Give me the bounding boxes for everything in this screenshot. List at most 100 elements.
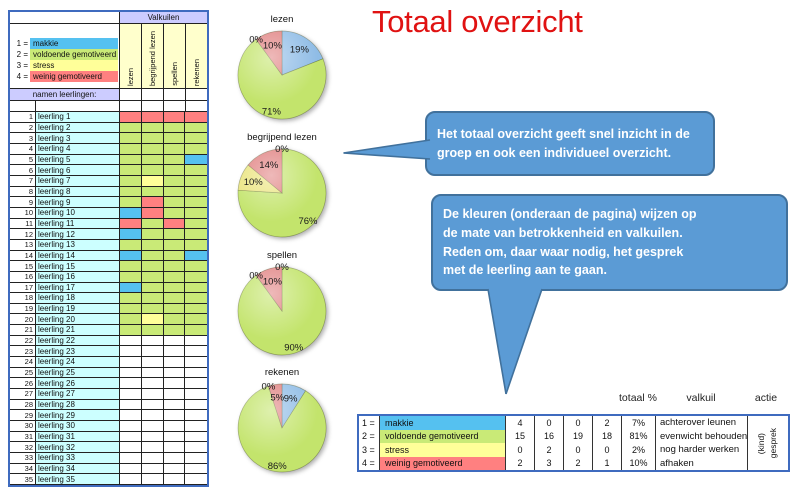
summary-count-rekenen[interactable]: 2: [592, 416, 621, 430]
summary-label-makkie[interactable]: makkie: [379, 416, 505, 430]
summary-total-percent[interactable]: 10%: [621, 456, 655, 470]
grade-cell-spellen[interactable]: [163, 197, 186, 208]
grade-cell-lezen[interactable]: [120, 165, 142, 176]
grade-cell-rekenen[interactable]: [185, 293, 207, 304]
grade-cell-lezen[interactable]: [120, 271, 142, 283]
grade-cell-begrijpend-lezen[interactable]: [141, 165, 164, 176]
summary-count-spellen[interactable]: 0: [563, 443, 592, 457]
grade-cell-rekenen[interactable]: [185, 474, 207, 485]
empty-cell[interactable]: [10, 101, 36, 111]
grade-cell-begrijpend-lezen[interactable]: [141, 314, 164, 326]
grade-cell-rekenen[interactable]: [185, 154, 207, 166]
student-row-number[interactable]: 1: [10, 112, 36, 123]
grade-cell-spellen[interactable]: [163, 207, 186, 219]
grade-cell-lezen[interactable]: [120, 389, 142, 400]
summary-row-number[interactable]: 4 =: [362, 458, 375, 469]
grade-cell-lezen[interactable]: [120, 197, 142, 208]
student-name-cell[interactable]: leerling 34: [36, 463, 120, 475]
summary-count-rekenen[interactable]: 18: [592, 429, 621, 443]
summary-count-begrijpend-lezen[interactable]: 3: [534, 456, 563, 470]
summary-count-rekenen[interactable]: 1: [592, 456, 621, 470]
grade-cell-spellen[interactable]: [163, 293, 186, 304]
summary-label-weinig[interactable]: weinig gemotiveerd: [379, 456, 505, 470]
grade-cell-lezen[interactable]: [120, 218, 142, 230]
grade-cell-lezen[interactable]: [120, 453, 142, 464]
grade-cell-spellen[interactable]: [163, 410, 186, 422]
grade-cell-rekenen[interactable]: [185, 112, 207, 123]
student-name-cell[interactable]: leerling 14: [36, 250, 120, 262]
grade-cell-rekenen[interactable]: [185, 463, 207, 475]
student-row-number[interactable]: 34: [10, 463, 36, 475]
grade-cell-spellen[interactable]: [163, 229, 186, 240]
student-row-number[interactable]: 8: [10, 186, 36, 198]
grade-cell-begrijpend-lezen[interactable]: [141, 261, 164, 272]
pie-chart-spellen[interactable]: spellen 0% 90% 0% 10%: [222, 250, 342, 367]
student-row-number[interactable]: 23: [10, 346, 36, 358]
student-row-number[interactable]: 3: [10, 133, 36, 144]
grade-cell-lezen[interactable]: [120, 357, 142, 368]
summary-label-stress[interactable]: stress: [379, 443, 505, 457]
student-name-cell[interactable]: leerling 2: [36, 122, 120, 134]
student-name-cell[interactable]: leerling 3: [36, 133, 120, 144]
summary-total-percent[interactable]: 81%: [621, 429, 655, 443]
grade-cell-begrijpend-lezen[interactable]: [141, 271, 164, 283]
student-name-cell[interactable]: leerling 6: [36, 165, 120, 176]
student-row-number[interactable]: 20: [10, 314, 36, 326]
column-header-lezen[interactable]: lezen: [120, 24, 142, 88]
student-row-number[interactable]: 11: [10, 218, 36, 230]
grade-cell-begrijpend-lezen[interactable]: [141, 410, 164, 422]
student-name-cell[interactable]: leerling 4: [36, 143, 120, 155]
grade-cell-spellen[interactable]: [163, 357, 186, 368]
grade-cell-spellen[interactable]: [163, 335, 186, 347]
legend-color-makkie[interactable]: makkie: [30, 38, 118, 49]
grade-cell-begrijpend-lezen[interactable]: [141, 154, 164, 166]
grade-cell-spellen[interactable]: [163, 165, 186, 176]
student-name-cell[interactable]: leerling 16: [36, 271, 120, 283]
grade-cell-lezen[interactable]: [120, 367, 142, 379]
grade-cell-rekenen[interactable]: [185, 357, 207, 368]
summary-count-begrijpend-lezen[interactable]: 2: [534, 443, 563, 457]
student-name-cell[interactable]: leerling 21: [36, 325, 120, 336]
grade-cell-spellen[interactable]: [163, 431, 186, 443]
student-name-cell[interactable]: leerling 15: [36, 261, 120, 272]
grade-cell-begrijpend-lezen[interactable]: [141, 474, 164, 485]
empty-cell[interactable]: [36, 101, 120, 111]
empty-cell[interactable]: [164, 101, 186, 111]
grade-cell-spellen[interactable]: [163, 421, 186, 432]
grade-cell-begrijpend-lezen[interactable]: [141, 239, 164, 251]
pie-chart-rekenen[interactable]: rekenen 9% 86% 0% 5%: [222, 367, 342, 484]
student-name-cell[interactable]: leerling 23: [36, 346, 120, 358]
student-name-cell[interactable]: leerling 27: [36, 389, 120, 400]
grade-cell-rekenen[interactable]: [185, 218, 207, 230]
grade-cell-spellen[interactable]: [163, 325, 186, 336]
student-row-number[interactable]: 29: [10, 410, 36, 422]
student-row-number[interactable]: 5: [10, 154, 36, 166]
student-name-cell[interactable]: leerling 33: [36, 453, 120, 464]
grade-cell-rekenen[interactable]: [185, 303, 207, 315]
grade-cell-lezen[interactable]: [120, 143, 142, 155]
student-row-number[interactable]: 21: [10, 325, 36, 336]
grade-cell-begrijpend-lezen[interactable]: [141, 431, 164, 443]
grade-cell-rekenen[interactable]: [185, 410, 207, 422]
grade-cell-spellen[interactable]: [163, 112, 186, 123]
summary-row-number[interactable]: 2 =: [362, 431, 375, 442]
grade-cell-rekenen[interactable]: [185, 175, 207, 187]
grade-cell-lezen[interactable]: [120, 186, 142, 198]
student-name-cell[interactable]: leerling 7: [36, 175, 120, 187]
grade-cell-begrijpend-lezen[interactable]: [141, 143, 164, 155]
grade-cell-lezen[interactable]: [120, 175, 142, 187]
student-row-number[interactable]: 31: [10, 431, 36, 443]
grade-cell-lezen[interactable]: [120, 250, 142, 262]
grade-cell-lezen[interactable]: [120, 346, 142, 358]
grade-cell-lezen[interactable]: [120, 122, 142, 134]
student-name-cell[interactable]: leerling 22: [36, 335, 120, 347]
grade-cell-spellen[interactable]: [163, 271, 186, 283]
grade-cell-rekenen[interactable]: [185, 143, 207, 155]
grade-cell-rekenen[interactable]: [185, 442, 207, 454]
grade-cell-begrijpend-lezen[interactable]: [141, 112, 164, 123]
student-row-number[interactable]: 19: [10, 303, 36, 315]
summary-count-spellen[interactable]: 0: [563, 416, 592, 430]
grade-cell-spellen[interactable]: [163, 261, 186, 272]
summary-count-rekenen[interactable]: 0: [592, 443, 621, 457]
grade-cell-begrijpend-lezen[interactable]: [141, 229, 164, 240]
